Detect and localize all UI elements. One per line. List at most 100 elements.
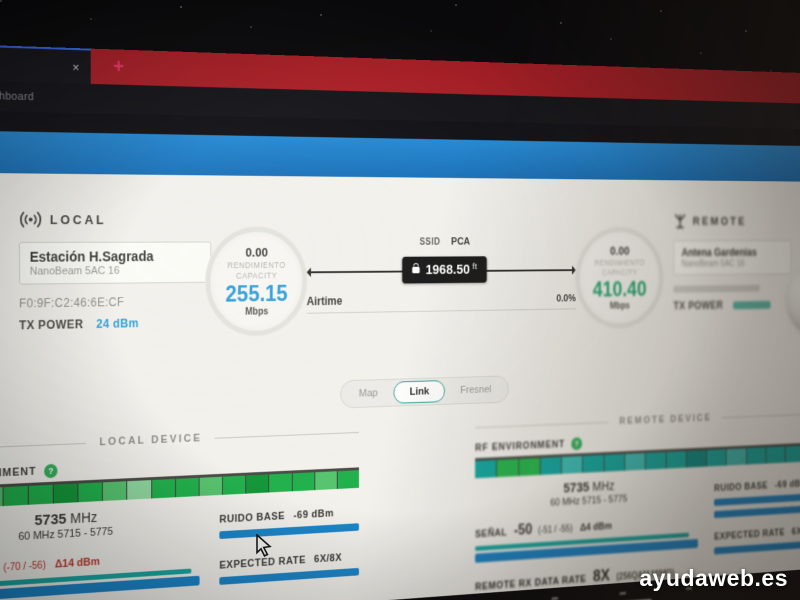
gauge-sub1: RENDIMIENTO — [594, 258, 645, 268]
local-device-panel: LOCAL DEVICE RF ENVIRONMENT 5735 MHz 60 … — [0, 426, 360, 600]
remote-tx-value-blurred — [733, 301, 771, 310]
ssid-label: SSID — [419, 237, 441, 248]
tab-close-icon[interactable]: × — [72, 59, 80, 75]
spectrum-segment — [706, 449, 727, 467]
spectrum-segment — [292, 472, 315, 492]
local-device-model: NanoBeam 5AC 16 — [29, 265, 120, 278]
local-label: LOCAL — [49, 212, 107, 228]
dust-specks — [0, 0, 2, 2]
mouse-cursor — [256, 534, 272, 557]
expected-rate-value: 6X/8X — [314, 552, 342, 566]
tab-link[interactable]: Link — [393, 380, 445, 404]
spectrum-segment — [315, 471, 337, 491]
help-icon[interactable] — [571, 437, 583, 451]
signal-delta: Δ14 dBm — [54, 555, 100, 571]
expected-rate-value: 6X/8X — [791, 525, 800, 538]
local-mac-address: F0:9F:C2:46:6E:CF — [19, 295, 125, 311]
gauge-current: 0.00 — [245, 245, 268, 260]
local-tx-power: TX POWER 24 dBm — [19, 315, 206, 332]
local-section-label: LOCAL — [19, 211, 206, 228]
watermark: ayudaweb.es — [639, 565, 788, 591]
remote-section-label: REMOTE — [673, 213, 800, 228]
remote-mac-blurred — [673, 284, 760, 293]
spectrum-segment — [666, 451, 686, 469]
browser-tab[interactable]: Dashboard × — [0, 42, 91, 84]
tx-power-label: TX POWER — [673, 299, 724, 313]
signal-chains: (-51 / -55) — [538, 524, 573, 537]
remote-gauge-wrap: 0.00 RENDIMIENTO CAPACITY 410.40 Mbps — [575, 213, 663, 329]
gauge-current: 0.00 — [610, 244, 630, 258]
local-device-box[interactable]: Estación H.Sagrada NanoBeam 5AC 16 — [19, 241, 212, 285]
gauge-sub2: CAPACITY — [236, 270, 278, 281]
spectrum-segment — [269, 473, 292, 493]
divider-line — [475, 421, 609, 428]
distance-unit: ft — [472, 261, 478, 271]
gauge-unit: Mbps — [245, 306, 269, 318]
url-text: 81/#dashboard — [0, 89, 34, 104]
spectrum-segment — [53, 483, 78, 504]
tab-fresnel[interactable]: Fresnel — [460, 384, 492, 396]
spectrum-segment — [223, 475, 246, 495]
spectrum-segment — [28, 484, 53, 505]
spectrum-segment — [175, 477, 199, 498]
frequency-info: 5735 MHz 60 MHz 5715 - 5775 — [0, 504, 200, 549]
remote-device-model: NanoBeam 5AC 16 — [681, 259, 745, 270]
frequency-unit: MHz — [70, 509, 98, 527]
signal-chains: (-70 / -56) — [3, 560, 46, 574]
spectrum-segment — [246, 474, 269, 494]
remote-capacity-gauge: 0.00 RENDIMIENTO CAPACITY 410.40 Mbps — [575, 227, 663, 329]
monitor-screen: Dashboard × + 81/#dashboard — [0, 42, 800, 600]
spectrum-segment — [645, 452, 666, 470]
noise-label: RUIDO BASE — [714, 480, 768, 494]
airtime-value: 0.0% — [556, 293, 576, 305]
remote-tx-power: TX POWER — [673, 297, 800, 312]
axis-tick — [619, 592, 626, 595]
panel-gap — [359, 422, 475, 600]
gauge-sub1: RENDIMIENTO — [227, 260, 286, 271]
spectrum-segment — [127, 480, 151, 500]
remote-device-title: REMOTE DEVICE — [619, 412, 712, 427]
expected-rate-bar — [219, 567, 359, 585]
gauge-sub2: CAPACITY — [601, 267, 638, 277]
remote-antenna-icon — [673, 213, 686, 228]
noise-label: RUIDO BASE — [219, 510, 285, 526]
help-icon[interactable] — [44, 463, 58, 479]
noise-bar — [714, 492, 800, 506]
local-station-block: LOCAL Estación H.Sagrada NanoBeam 5AC 16… — [19, 211, 212, 332]
remote-device-box[interactable]: Antena Gardenias NanoBeam 5AC 16 — [673, 240, 792, 276]
spectrum-segment — [561, 455, 583, 474]
noise-bar-secondary — [714, 505, 800, 519]
signal-value: -50 — [513, 522, 533, 539]
remote-label: REMOTE — [692, 214, 747, 228]
frequency-unit: MHz — [592, 478, 615, 494]
link-distance-row: 1968.50 ft — [307, 256, 576, 289]
local-panel-grid: 5735 MHz 60 MHz 5715 - 5775 SEÑAL -56 (-… — [0, 495, 359, 600]
axis-tick — [551, 597, 558, 600]
remote-station-block: REMOTE Antena Gardenias NanoBeam 5AC 16 … — [663, 213, 800, 337]
tab-map[interactable]: Map — [358, 387, 378, 400]
rate-value: 8X — [592, 566, 610, 586]
rf-environment-label: RF ENVIRONMENT — [475, 438, 565, 454]
frequency-value: 5735 — [34, 510, 67, 530]
local-antenna-icon — [19, 211, 42, 228]
frequency-info: 5735 MHz 60 MHz 5715 - 5775 — [475, 474, 698, 513]
spectrum-segment — [746, 447, 766, 465]
lock-icon — [412, 266, 420, 274]
new-tab-button[interactable]: + — [113, 56, 125, 79]
spectrum-segment — [686, 450, 707, 468]
rf-environment-label: RF ENVIRONMENT — [0, 465, 37, 483]
expected-rate-label: EXPECTED RATE — [714, 527, 785, 543]
spectrum-segment — [766, 446, 786, 464]
local-panel-main: 5735 MHz 60 MHz 5715 - 5775 SEÑAL -56 (-… — [0, 504, 200, 600]
link-overview-panel: LOCAL Estación H.Sagrada NanoBeam 5AC 16… — [0, 211, 800, 391]
local-panel-side: RUIDO BASE -69 dBm EXPECTED RATE 6X/8X — [219, 495, 359, 600]
spectrum-segment — [151, 478, 175, 499]
signal-delta: Δ4 dBm — [579, 520, 612, 534]
divider-line — [0, 442, 87, 450]
spectrum-segment — [540, 456, 562, 475]
gauge-value: 255.15 — [225, 280, 288, 307]
link-center-block: SSID PCA 1968.50 ft Airtime 0.0% — [306, 212, 576, 314]
noise-bar — [219, 523, 359, 539]
spectrum-segment — [604, 453, 625, 472]
